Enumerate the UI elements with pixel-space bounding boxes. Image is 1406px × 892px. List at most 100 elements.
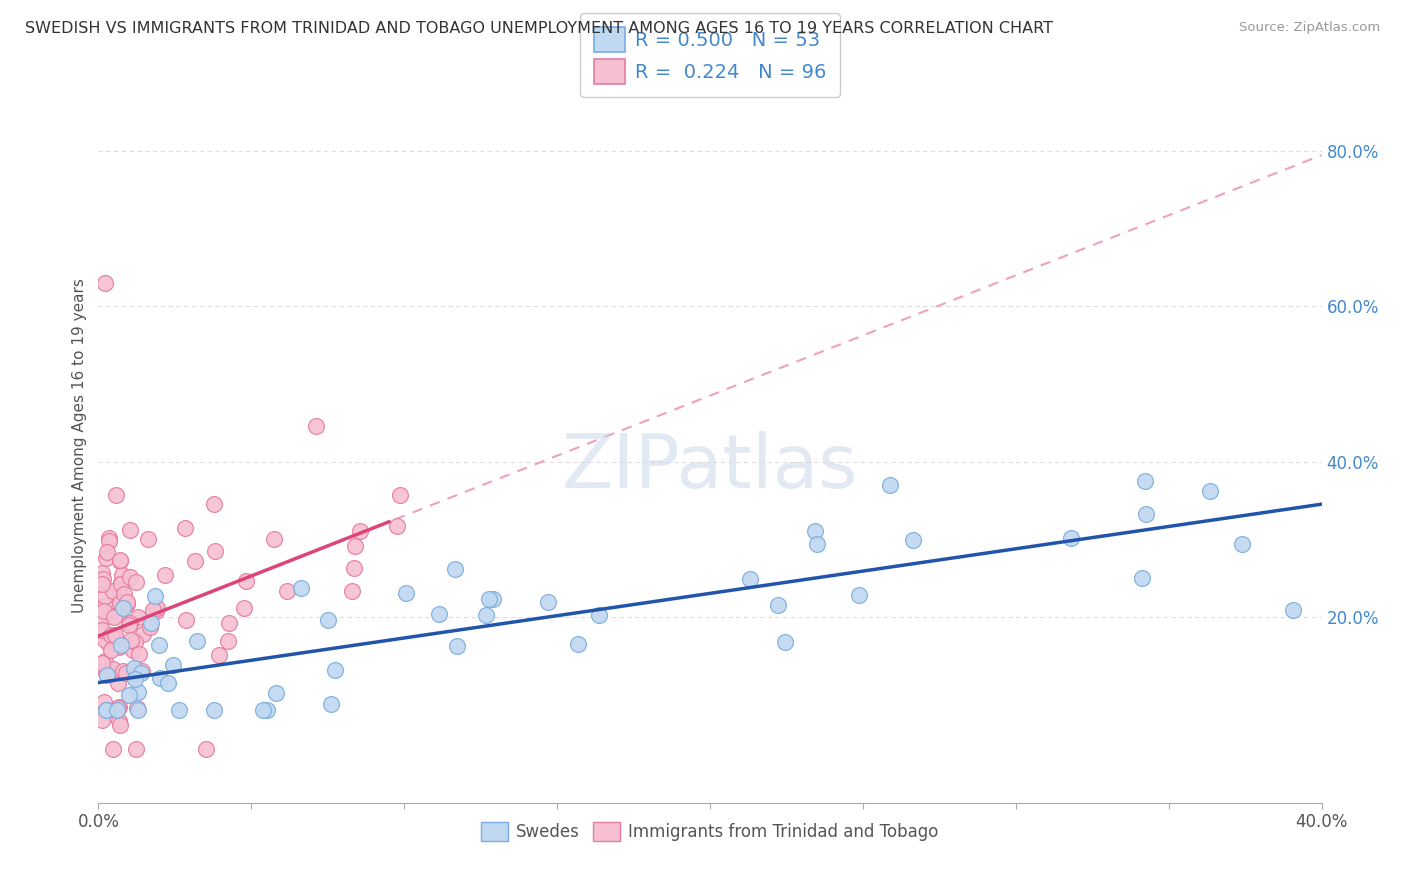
Point (107, 607, 129, 622)
Point (125, 701, 148, 715)
Point (143, 589, 166, 603)
Point (567, 637, 589, 651)
Text: Source: ZipAtlas.com: Source: ZipAtlas.com (1240, 21, 1381, 34)
Point (96, 551, 118, 566)
Point (194, 741, 217, 756)
Point (94, 599, 117, 614)
Point (475, 608, 498, 623)
Point (290, 581, 312, 595)
Point (96, 668, 118, 682)
Point (186, 634, 208, 648)
Point (235, 574, 257, 589)
Point (768, 598, 790, 612)
Point (101, 741, 124, 756)
Point (111, 601, 134, 615)
Point (105, 632, 128, 647)
Point (104, 488, 127, 502)
Point (1198, 483, 1220, 498)
Point (162, 657, 184, 672)
Point (321, 697, 343, 711)
Point (118, 688, 141, 702)
Point (157, 676, 180, 690)
Point (91, 623, 114, 637)
Point (103, 583, 125, 598)
Point (107, 676, 129, 690)
Point (149, 671, 172, 685)
Point (1130, 570, 1153, 584)
Point (108, 553, 131, 567)
Point (93, 632, 115, 647)
Point (96, 665, 118, 679)
Point (148, 638, 170, 652)
Point (118, 617, 141, 632)
Point (343, 539, 366, 553)
Point (91, 657, 114, 671)
Point (96, 636, 118, 650)
Point (204, 543, 226, 558)
Point (108, 717, 131, 731)
Point (252, 703, 274, 717)
Point (108, 640, 131, 654)
Point (155, 568, 177, 582)
Point (110, 568, 132, 582)
Point (139, 620, 162, 634)
Point (111, 665, 134, 679)
Point (110, 638, 132, 652)
Point (94, 589, 117, 603)
Point (773, 634, 796, 648)
Point (117, 597, 139, 611)
Point (174, 521, 197, 535)
Point (112, 586, 135, 600)
Point (110, 554, 132, 568)
Point (478, 591, 501, 606)
Point (444, 562, 467, 576)
Point (537, 595, 560, 609)
Point (103, 584, 125, 599)
Point (90, 576, 112, 591)
Point (340, 584, 363, 599)
Point (218, 616, 240, 631)
Point (1232, 537, 1254, 551)
Point (588, 607, 610, 622)
Point (93, 605, 115, 619)
Point (100, 609, 122, 624)
Point (93, 695, 115, 709)
Point (349, 524, 371, 539)
Y-axis label: Unemployment Among Ages 16 to 19 years: Unemployment Among Ages 16 to 19 years (72, 278, 87, 614)
Point (115, 595, 138, 609)
Point (387, 519, 409, 533)
Point (94, 666, 117, 681)
Point (94, 654, 117, 668)
Point (127, 610, 149, 624)
Point (125, 575, 148, 590)
Point (125, 666, 148, 681)
Point (806, 537, 828, 551)
Point (879, 478, 901, 492)
Point (111, 600, 134, 615)
Point (110, 577, 132, 591)
Point (141, 615, 163, 630)
Point (804, 524, 827, 538)
Text: SWEDISH VS IMMIGRANTS FROM TRINIDAD AND TOBAGO UNEMPLOYMENT AMONG AGES 16 TO 19 : SWEDISH VS IMMIGRANTS FROM TRINIDAD AND … (25, 21, 1053, 36)
Point (256, 703, 278, 717)
Point (1135, 507, 1157, 521)
Point (131, 664, 153, 678)
Point (96, 703, 118, 717)
Point (122, 642, 145, 657)
Point (174, 613, 197, 627)
Point (848, 588, 870, 602)
Point (129, 666, 152, 681)
Point (118, 615, 141, 630)
Point (145, 604, 167, 618)
Point (127, 703, 149, 717)
Point (323, 663, 346, 677)
Point (90, 612, 112, 626)
Point (202, 703, 225, 717)
Point (316, 613, 339, 627)
Point (233, 601, 256, 615)
Point (114, 665, 136, 680)
Point (91, 572, 114, 586)
Point (142, 602, 165, 616)
Point (1282, 603, 1305, 617)
Point (343, 561, 366, 575)
